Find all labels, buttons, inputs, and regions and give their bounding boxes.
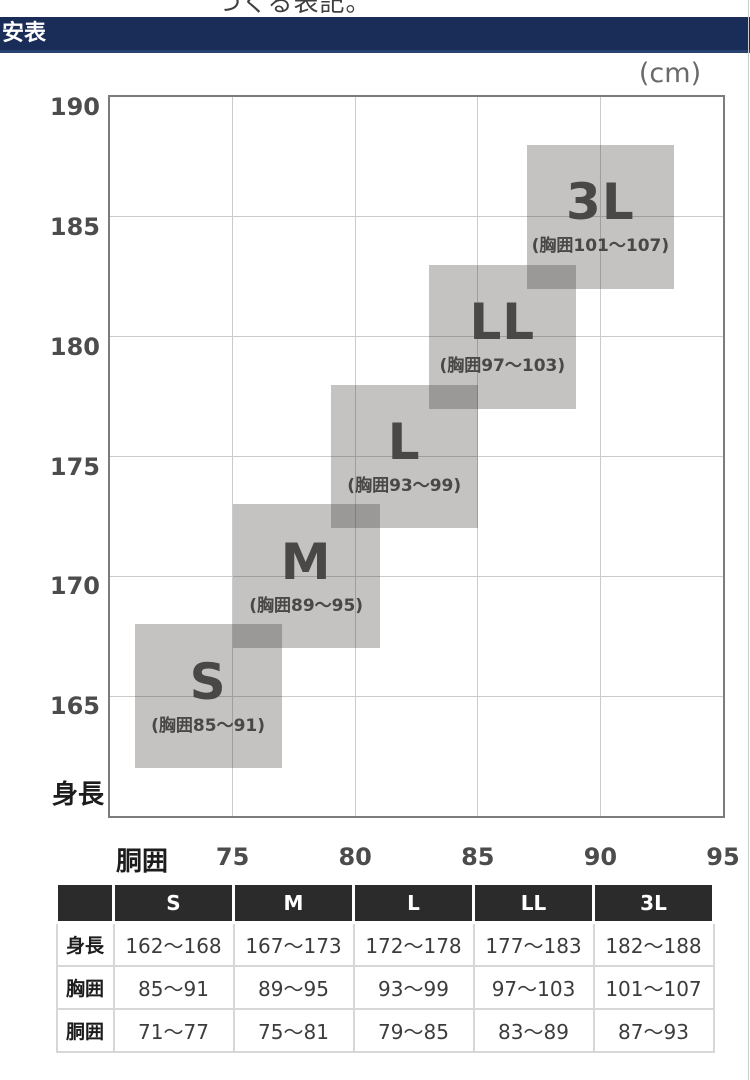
size-table-header-cell: L (352, 882, 475, 924)
size-table-header-cell: 3L (592, 882, 715, 924)
size-box-l: L (胸囲93～99) (330, 384, 478, 529)
size-letter: S (189, 652, 227, 711)
page-right-border (748, 0, 749, 1080)
size-table-header-cell: M (232, 882, 355, 924)
value-cell: 79～85 (352, 1008, 475, 1053)
row-label-cell: 胸囲 (55, 965, 115, 1010)
value-cell: 167～173 (232, 921, 355, 967)
unit-label: (cm) (638, 58, 702, 89)
size-table-header-cell: LL (472, 882, 595, 924)
top-clipped-text-strip: つくる表記。 (0, 0, 750, 13)
value-cell: 172～178 (352, 921, 475, 967)
size-table-header-row: S M L LL 3L (55, 882, 715, 924)
size-letter: LL (469, 293, 536, 352)
value-cell: 93～99 (352, 965, 475, 1010)
value-cell: 71～77 (112, 1008, 235, 1053)
x-tick-label: 75 (215, 843, 250, 871)
value-cell: 75～81 (232, 1008, 355, 1053)
size-letter: 3L (566, 173, 635, 232)
value-cell: 177～183 (472, 921, 595, 967)
section-banner: 安表 (0, 17, 750, 53)
y-gridline (110, 456, 723, 457)
size-table-row: 身長 162～168 167～173 172～178 177～183 182～188 (55, 921, 715, 967)
value-cell: 89～95 (232, 965, 355, 1010)
size-table-row: 胴囲 71～77 75～81 79～85 83～89 87～93 (55, 1008, 715, 1053)
y-gridline (110, 575, 723, 577)
size-table-header-cell (55, 882, 115, 924)
x-tick-label: 90 (583, 843, 618, 871)
value-cell: 162～168 (112, 921, 235, 967)
size-letter: M (280, 532, 332, 591)
y-tick-label: 185 (49, 212, 100, 241)
row-label-cell: 胴囲 (55, 1008, 115, 1053)
size-box-m: M (胸囲89～95) (232, 504, 380, 649)
size-letter: L (387, 412, 421, 471)
chest-range-label: (胸囲101～107) (531, 236, 670, 257)
y-gridline (110, 216, 723, 218)
section-banner-title: 安表 (2, 21, 47, 46)
y-tick-label: 170 (49, 572, 100, 601)
size-box-3l: 3L (胸囲101～107) (526, 144, 674, 289)
y-axis-title: 身長 (51, 780, 104, 810)
x-tick-label: 80 (338, 843, 372, 871)
size-table-body: 身長 162～168 167～173 172～178 177～183 182～188 胸囲 8… (55, 921, 715, 1053)
x-tick-label: 85 (461, 843, 495, 871)
size-table-row: 胸囲 85～91 89～95 93～99 97～103 101～107 (55, 965, 715, 1010)
chest-range-label: (胸囲93～99) (347, 475, 462, 496)
size-box-s: S (胸囲85～91) (134, 624, 282, 769)
value-cell: 101～107 (592, 965, 715, 1010)
y-tick-label: 190 (49, 93, 100, 121)
x-axis-title: 胴囲 (115, 847, 168, 877)
size-table-header-cell: S (112, 882, 235, 924)
value-cell: 83～89 (472, 1008, 595, 1053)
y-gridline (110, 695, 723, 697)
y-tick-label: 180 (49, 332, 100, 361)
chest-range-label: (胸囲97～103) (439, 356, 566, 377)
value-cell: 97～103 (472, 965, 595, 1010)
size-table: S M L LL 3L 身長 162～168 167～173 172～178 177～183 18… (55, 882, 715, 1053)
row-label-cell: 身長 (55, 921, 115, 967)
y-tick-label: 175 (49, 452, 100, 481)
value-cell: 182～188 (592, 921, 715, 967)
size-box-ll: LL (胸囲97～103) (428, 264, 576, 409)
x-tick-label: 95 (706, 843, 740, 871)
value-cell: 85～91 (112, 965, 235, 1010)
plot-area: S (胸囲85～91) M (胸囲89～95) L (胸囲93～99) LL (胸囲97～10… (108, 95, 725, 818)
chest-range-label: (胸囲89～95) (249, 595, 364, 616)
y-tick-label: 165 (49, 692, 100, 721)
y-gridline (110, 336, 723, 338)
top-clipped-text: つくる表記。 (216, 0, 372, 13)
value-cell: 87～93 (592, 1008, 715, 1053)
chest-range-label: (胸囲85～91) (151, 715, 265, 736)
